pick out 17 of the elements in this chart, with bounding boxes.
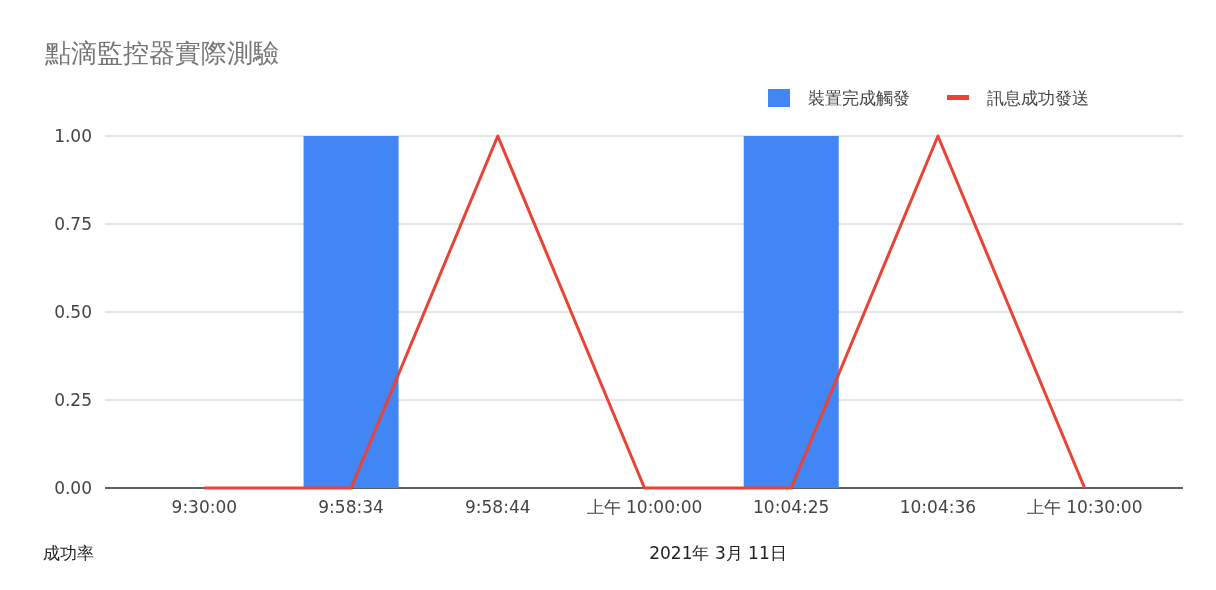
x-tick-label: 上午 10:30:00 [1026,497,1143,517]
x-tick-label: 9:58:44 [465,497,531,517]
y-tick-label: 0.25 [54,390,92,410]
y-tick-label: 0.75 [54,214,92,234]
y-tick-label: 0.00 [54,478,92,498]
y-tick-label: 1.00 [54,126,92,146]
x-axis-title: 2021年 3月 11日 [649,543,787,563]
legend-label: 訊息成功發送 [987,88,1089,108]
x-tick-label: 上午 10:00:00 [586,497,703,517]
x-tick-label: 10:04:36 [899,497,977,517]
y-axis-title: 成功率 [43,543,94,563]
chart-title: 點滴監控器實際測驗 [44,38,279,68]
x-tick-label: 9:30:00 [171,497,238,517]
legend-label: 裝置完成觸發 [808,88,910,108]
x-tick-label: 9:58:34 [318,497,384,517]
y-tick-label: 0.50 [54,302,92,322]
x-tick-label: 10:04:25 [753,497,830,517]
